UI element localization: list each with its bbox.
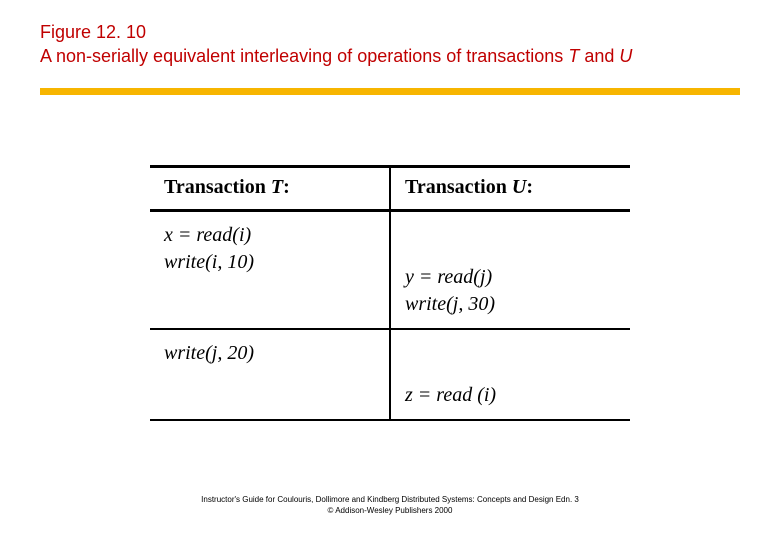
table-row: write(j, 20) z = read (i) [150, 329, 630, 420]
header-transaction-u: Transaction U: [390, 167, 630, 211]
slide-footer: Instructor's Guide for Coulouris, Dollim… [0, 495, 780, 516]
header-u-prefix: Transaction [405, 176, 512, 198]
header-t-prefix: Transaction [164, 176, 271, 198]
header-transaction-t: Transaction T: [150, 167, 390, 211]
op-line: y = read(j) [405, 264, 616, 291]
table-header-row: Transaction T: Transaction U: [150, 167, 630, 211]
slide: Figure 12. 10 A non-serially equivalent … [0, 0, 780, 540]
title-U: U [619, 46, 632, 66]
table-row: x = read(i) write(i, 10) y = read(j) wri… [150, 211, 630, 330]
vertical-spacer [405, 222, 616, 264]
transaction-table-wrap: Transaction T: Transaction U: x = read(i… [150, 165, 630, 421]
cell-t-row1: x = read(i) write(i, 10) [150, 211, 390, 330]
footer-line-2: © Addison-Wesley Publishers 2000 [0, 506, 780, 516]
vertical-spacer [405, 340, 616, 382]
op-line: write(j, 30) [405, 291, 616, 318]
cell-u-row2: z = read (i) [390, 329, 630, 420]
figure-title: A non-serially equivalent interleaving o… [40, 44, 632, 68]
footer-line-1: Instructor's Guide for Coulouris, Dollim… [0, 495, 780, 505]
op-line: write(i, 10) [164, 249, 375, 276]
figure-number: Figure 12. 10 [40, 20, 632, 44]
title-T: T [568, 46, 579, 66]
header-u-name: U [512, 176, 526, 198]
header-t-suffix: : [283, 176, 290, 198]
figure-heading: Figure 12. 10 A non-serially equivalent … [40, 20, 632, 69]
op-line: write(j, 20) [164, 340, 375, 367]
op-line: x = read(i) [164, 222, 375, 249]
title-prefix: A non-serially equivalent interleaving o… [40, 46, 568, 66]
header-t-name: T [271, 176, 283, 198]
cell-t-row2: write(j, 20) [150, 329, 390, 420]
title-and: and [579, 46, 619, 66]
transaction-table: Transaction T: Transaction U: x = read(i… [150, 165, 630, 421]
header-u-suffix: : [526, 176, 533, 198]
cell-u-row1: y = read(j) write(j, 30) [390, 211, 630, 330]
op-line: z = read (i) [405, 382, 616, 409]
accent-rule [40, 88, 740, 95]
